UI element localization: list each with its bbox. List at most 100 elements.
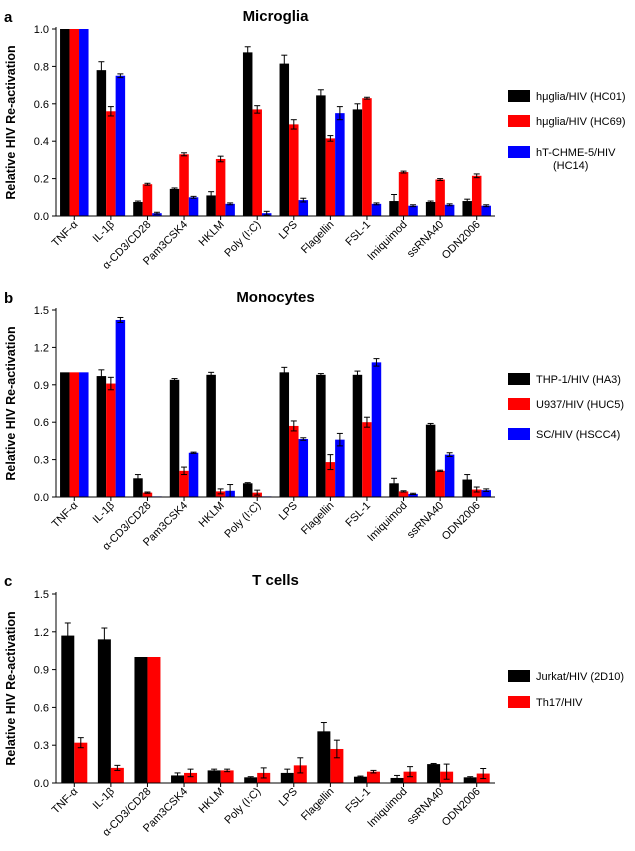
bar bbox=[444, 454, 455, 497]
y-tick-label: 0.8 bbox=[34, 61, 49, 73]
bar bbox=[471, 489, 482, 497]
legend-label: THP-1/HIV (HA3) bbox=[536, 374, 621, 386]
bar bbox=[133, 201, 143, 216]
bar bbox=[60, 29, 70, 216]
bar bbox=[179, 470, 189, 497]
bar bbox=[398, 491, 409, 497]
y-tick-label: 0.0 bbox=[34, 778, 49, 790]
legend-swatch bbox=[508, 428, 530, 440]
y-tick-label: 0.6 bbox=[34, 702, 49, 714]
x-tick-label: IL-1β bbox=[91, 500, 117, 526]
bar bbox=[353, 776, 367, 783]
y-tick-label: 0.9 bbox=[34, 665, 49, 677]
panel-a: a Microglia Relative HIV Re-activation 0.0 0… bbox=[4, 8, 625, 272]
y-tick-label: 0.6 bbox=[34, 99, 49, 111]
bar bbox=[316, 374, 326, 497]
y-tick-label: 1.2 bbox=[34, 627, 49, 639]
bar bbox=[289, 425, 299, 497]
bar bbox=[188, 452, 199, 497]
legend-label: hμglia/HIV (HC69) bbox=[536, 116, 625, 128]
panel-c: c T cells Relative HIV Re-activation 0.0 0.3… bbox=[4, 572, 624, 839]
bar bbox=[225, 203, 235, 216]
bar bbox=[462, 479, 472, 497]
x-tick-label: Flagellin bbox=[299, 219, 336, 256]
bar bbox=[147, 657, 161, 783]
legend-label: SC/HIV (HSCC4) bbox=[536, 429, 620, 441]
bar bbox=[169, 188, 180, 216]
bar bbox=[362, 98, 372, 216]
bar bbox=[435, 179, 445, 216]
bar bbox=[110, 767, 124, 783]
bar bbox=[389, 483, 399, 497]
legend-swatch bbox=[508, 146, 530, 158]
bar bbox=[242, 483, 253, 497]
legend-label: hT-CHME-5/HIV (HC14) bbox=[536, 147, 616, 172]
x-tick-label: Poly (I:C) bbox=[222, 219, 263, 260]
x-tick-label: HKLM bbox=[197, 786, 227, 816]
y-tick-label: 0.3 bbox=[34, 455, 49, 467]
x-tick-label: TNF-α bbox=[50, 218, 81, 249]
y-tick-label: 1.5 bbox=[34, 589, 49, 601]
x-tick-label: Imiquimod bbox=[365, 219, 409, 263]
legend-swatch bbox=[508, 696, 530, 708]
bar bbox=[403, 771, 417, 783]
bar bbox=[115, 75, 126, 216]
bar bbox=[142, 492, 153, 497]
bar bbox=[279, 63, 290, 216]
x-tick-label: Flagellin bbox=[299, 786, 336, 823]
bar bbox=[69, 372, 80, 497]
x-tick-label: TNF-α bbox=[50, 499, 81, 530]
y-tick-label: 0.4 bbox=[34, 136, 49, 148]
x-tick-label: FSL-1 bbox=[343, 786, 373, 816]
legend-label: hμglia/HIV (HC01) bbox=[536, 91, 625, 103]
bar bbox=[280, 772, 294, 783]
x-tick-label: ODN2006 bbox=[440, 500, 483, 543]
y-tick-label: 0.2 bbox=[34, 174, 49, 186]
bar bbox=[425, 201, 436, 216]
panel-letter: b bbox=[4, 290, 13, 307]
bar bbox=[188, 197, 199, 216]
bar bbox=[371, 203, 382, 216]
bar bbox=[115, 319, 126, 497]
y-tick-label: 0.6 bbox=[34, 417, 49, 429]
bar bbox=[97, 639, 111, 783]
bar bbox=[79, 372, 89, 497]
bar bbox=[96, 70, 107, 216]
bar bbox=[206, 195, 216, 216]
panel-letter: a bbox=[4, 9, 13, 26]
bar bbox=[61, 635, 75, 783]
bar bbox=[215, 158, 226, 216]
bar bbox=[206, 374, 216, 497]
legend-label: Th17/HIV bbox=[536, 697, 583, 709]
x-tick-label: Flagellin bbox=[299, 500, 336, 537]
y-axis-label: Relative HIV Re-activation bbox=[4, 326, 18, 480]
y-tick-label: 1.0 bbox=[34, 24, 49, 36]
bar bbox=[207, 770, 221, 783]
bar bbox=[352, 374, 363, 497]
bar bbox=[142, 184, 153, 216]
bar bbox=[408, 493, 418, 497]
y-tick-label: 1.2 bbox=[34, 342, 49, 354]
bar bbox=[293, 765, 307, 783]
legend-swatch bbox=[508, 398, 530, 410]
x-tick-label: FSL-1 bbox=[343, 219, 373, 249]
bar bbox=[481, 205, 491, 216]
y-axis-label: Relative HIV Re-activation bbox=[4, 611, 18, 765]
x-tick-label: LPS bbox=[277, 786, 300, 809]
bar bbox=[220, 770, 234, 783]
chart-title: T cells bbox=[252, 572, 299, 589]
bar bbox=[242, 52, 253, 216]
legend-swatch bbox=[508, 115, 530, 127]
x-tick-label: ODN2006 bbox=[440, 219, 483, 262]
x-tick-label: LPS bbox=[277, 500, 300, 523]
legend-swatch bbox=[508, 373, 530, 385]
bar bbox=[462, 201, 472, 216]
bar bbox=[366, 771, 380, 783]
y-tick-label: 0.3 bbox=[34, 740, 49, 752]
y-tick-label: 0.0 bbox=[34, 492, 49, 504]
x-tick-label: ODN2006 bbox=[440, 786, 483, 829]
bar bbox=[134, 657, 148, 783]
x-tick-label: IL-1β bbox=[91, 219, 117, 245]
bar bbox=[352, 109, 363, 216]
